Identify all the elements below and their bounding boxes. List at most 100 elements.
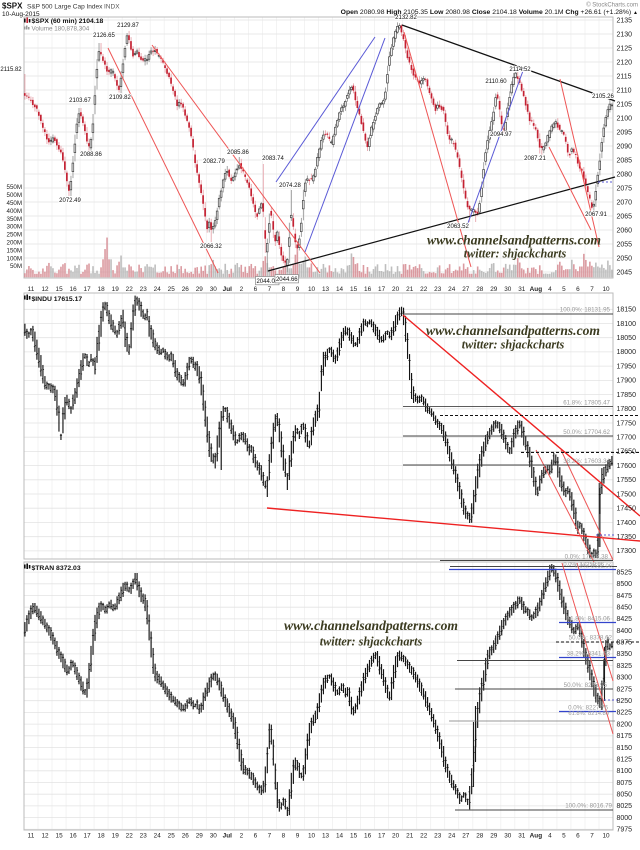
svg-text:2105: 2105 xyxy=(617,101,633,108)
svg-text:2045: 2045 xyxy=(617,269,633,276)
svg-text:18050: 18050 xyxy=(617,335,637,342)
svg-text:200M: 200M xyxy=(7,240,22,247)
svg-text:2115.82: 2115.82 xyxy=(0,67,22,73)
svg-text:7: 7 xyxy=(590,833,594,840)
svg-text:8525: 8525 xyxy=(617,569,633,576)
svg-text:17800: 17800 xyxy=(617,406,637,413)
svg-text:8300: 8300 xyxy=(617,675,633,682)
svg-text:17650: 17650 xyxy=(617,449,637,456)
svg-text:$TRAN 8372.03: $TRAN 8372.03 xyxy=(32,565,81,572)
svg-text:250M: 250M xyxy=(7,232,22,239)
svg-text:13: 13 xyxy=(322,833,330,840)
svg-text:8100: 8100 xyxy=(617,768,633,775)
svg-text:0.0%: 8227.76: 0.0%: 8227.76 xyxy=(568,704,608,711)
svg-text:2: 2 xyxy=(240,833,244,840)
svg-text:24: 24 xyxy=(154,286,162,293)
svg-text:$SPX (60 min) 2104.18: $SPX (60 min) 2104.18 xyxy=(32,18,104,25)
svg-text:2115: 2115 xyxy=(617,73,632,80)
svg-text:20: 20 xyxy=(392,286,400,293)
svg-text:30: 30 xyxy=(504,833,512,840)
svg-text:5: 5 xyxy=(562,833,566,840)
svg-text:8250: 8250 xyxy=(617,698,633,705)
svg-text:2: 2 xyxy=(240,286,244,293)
svg-text:18100: 18100 xyxy=(617,321,637,328)
svg-text:10-Aug-2015: 10-Aug-2015 xyxy=(2,11,40,18)
svg-text:17400: 17400 xyxy=(617,520,637,527)
svg-text:2094.97: 2094.97 xyxy=(490,132,512,138)
svg-text:S&P 500 Large Cap Index: S&P 500 Large Cap Index xyxy=(27,4,103,11)
svg-text:26: 26 xyxy=(182,833,190,840)
svg-text:17: 17 xyxy=(378,286,386,293)
svg-text:8150: 8150 xyxy=(617,745,633,752)
svg-text:8: 8 xyxy=(282,833,286,840)
svg-text:17900: 17900 xyxy=(617,378,637,385)
svg-text:8025: 8025 xyxy=(617,803,633,810)
svg-text:22: 22 xyxy=(420,833,428,840)
svg-text:8: 8 xyxy=(282,286,286,293)
svg-text:10: 10 xyxy=(308,286,316,293)
svg-text:8475: 8475 xyxy=(617,593,633,600)
svg-text:Open 2080.98 High 2105.35 Low: Open 2080.98 High 2105.35 Low 2080.98 Cl… xyxy=(341,9,638,16)
svg-text:24: 24 xyxy=(448,833,456,840)
svg-text:7: 7 xyxy=(590,286,594,293)
svg-text:100M: 100M xyxy=(7,255,22,262)
svg-text:www.channelsandpatterns.com: www.channelsandpatterns.com xyxy=(427,233,601,248)
svg-text:8275: 8275 xyxy=(617,686,633,693)
svg-text:17600: 17600 xyxy=(617,463,637,470)
svg-text:2114.52: 2114.52 xyxy=(509,67,531,73)
svg-text:www.channelsandpatterns.com: www.channelsandpatterns.com xyxy=(284,618,458,633)
svg-text:17500: 17500 xyxy=(617,491,637,498)
svg-text:6: 6 xyxy=(254,833,258,840)
svg-text:10: 10 xyxy=(308,833,316,840)
svg-text:2063.52: 2063.52 xyxy=(447,224,469,230)
svg-text:17: 17 xyxy=(378,833,386,840)
svg-text:2088.86: 2088.86 xyxy=(80,152,102,158)
svg-text:2066.32: 2066.32 xyxy=(200,244,222,250)
svg-text:8225: 8225 xyxy=(617,710,633,717)
svg-text:2105.26: 2105.26 xyxy=(592,94,614,100)
svg-text:2132.82: 2132.82 xyxy=(395,15,417,21)
svg-text:2110: 2110 xyxy=(617,87,632,94)
svg-text:61.8%: 17805.47: 61.8%: 17805.47 xyxy=(563,400,610,407)
svg-text:11: 11 xyxy=(28,286,35,293)
svg-text:twitter: shjackcharts: twitter: shjackcharts xyxy=(320,635,423,649)
svg-text:2085: 2085 xyxy=(617,157,633,164)
svg-text:12: 12 xyxy=(41,833,49,840)
svg-text:17950: 17950 xyxy=(617,363,637,370)
svg-text:8200: 8200 xyxy=(617,721,633,728)
svg-text:31: 31 xyxy=(518,833,526,840)
svg-text:100.0%: 18131.95: 100.0%: 18131.95 xyxy=(560,307,611,314)
svg-text:29: 29 xyxy=(196,286,204,293)
svg-text:2072.49: 2072.49 xyxy=(59,198,81,204)
svg-text:500M: 500M xyxy=(7,192,22,199)
svg-text:8375: 8375 xyxy=(617,640,633,647)
svg-text:30: 30 xyxy=(210,833,218,840)
svg-text:21: 21 xyxy=(406,286,414,293)
svg-text:16: 16 xyxy=(364,286,372,293)
svg-text:2095: 2095 xyxy=(617,129,633,136)
svg-text:4: 4 xyxy=(548,833,552,840)
svg-text:9: 9 xyxy=(296,833,300,840)
svg-text:2130: 2130 xyxy=(617,31,633,38)
svg-text:6: 6 xyxy=(576,833,580,840)
svg-text:2075: 2075 xyxy=(617,185,633,192)
svg-text:15: 15 xyxy=(56,286,64,293)
svg-text:$INDU 17615.17: $INDU 17615.17 xyxy=(32,296,83,303)
svg-text:11: 11 xyxy=(28,833,35,840)
svg-text:6: 6 xyxy=(254,286,258,293)
svg-text:2080: 2080 xyxy=(617,171,633,178)
svg-text:22: 22 xyxy=(420,286,428,293)
svg-text:17350: 17350 xyxy=(617,534,637,541)
svg-text:17300: 17300 xyxy=(617,548,637,555)
svg-text:17450: 17450 xyxy=(617,506,637,513)
svg-text:38.2%: 17603.34: 38.2%: 17603.34 xyxy=(563,458,610,465)
svg-text:31: 31 xyxy=(518,286,526,293)
svg-text:24: 24 xyxy=(448,286,456,293)
svg-text:19: 19 xyxy=(112,833,120,840)
svg-text:18000: 18000 xyxy=(617,349,637,356)
svg-text:2100: 2100 xyxy=(617,115,633,122)
svg-text:8500: 8500 xyxy=(617,581,633,588)
svg-text:30: 30 xyxy=(504,286,512,293)
svg-text:4: 4 xyxy=(548,286,552,293)
svg-text:8400: 8400 xyxy=(617,628,633,635)
